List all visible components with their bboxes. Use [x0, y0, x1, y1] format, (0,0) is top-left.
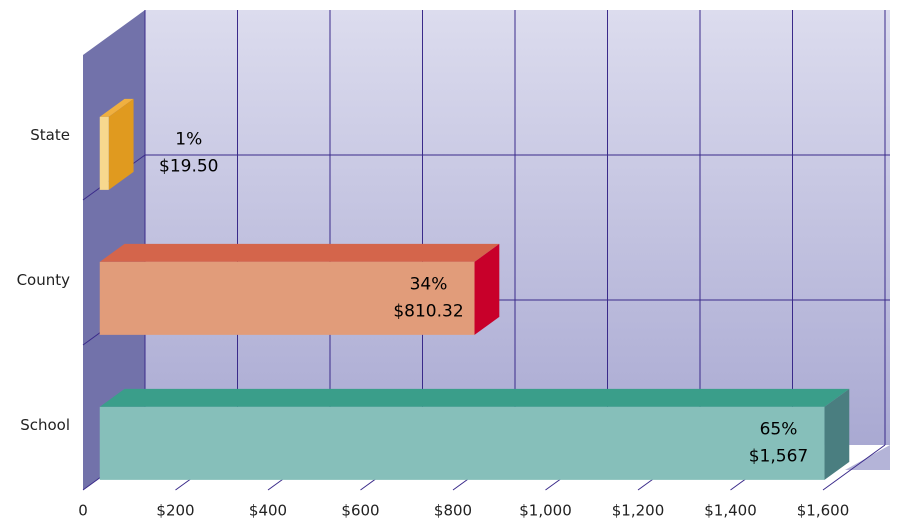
bar-top — [99, 388, 850, 407]
x-tick-label: $200 — [156, 502, 194, 520]
value-label: $19.50 — [159, 156, 218, 176]
bar-front — [99, 406, 825, 480]
bar-front — [99, 116, 109, 190]
x-tick-label: $1,200 — [612, 502, 665, 520]
share-label: 34% — [410, 274, 448, 294]
bar-top — [99, 98, 134, 117]
x-tick-label: $1,600 — [797, 502, 850, 520]
y-tick-label: State — [30, 126, 70, 144]
floor-grid-line — [822, 444, 886, 491]
value-label: $810.32 — [393, 301, 463, 321]
bar-side — [824, 388, 850, 480]
x-tick-label: $1,400 — [704, 502, 757, 520]
share-label: 65% — [760, 419, 798, 439]
value-label: $1,567 — [749, 446, 808, 466]
share-label: 1% — [175, 129, 202, 149]
y-tick-label: County — [17, 271, 71, 289]
bar-front — [99, 261, 475, 335]
bar-top — [99, 243, 500, 262]
x-tick-label: $800 — [434, 502, 472, 520]
x-tick-label: $400 — [249, 502, 287, 520]
bar-side — [474, 243, 500, 335]
x-tick-label: $1,000 — [519, 502, 572, 520]
bar-side — [108, 98, 134, 190]
x-tick-label: $600 — [341, 502, 379, 520]
back-wall — [145, 10, 890, 445]
x-tick-label: 0 — [78, 502, 88, 520]
y-tick-label: School — [20, 416, 70, 434]
